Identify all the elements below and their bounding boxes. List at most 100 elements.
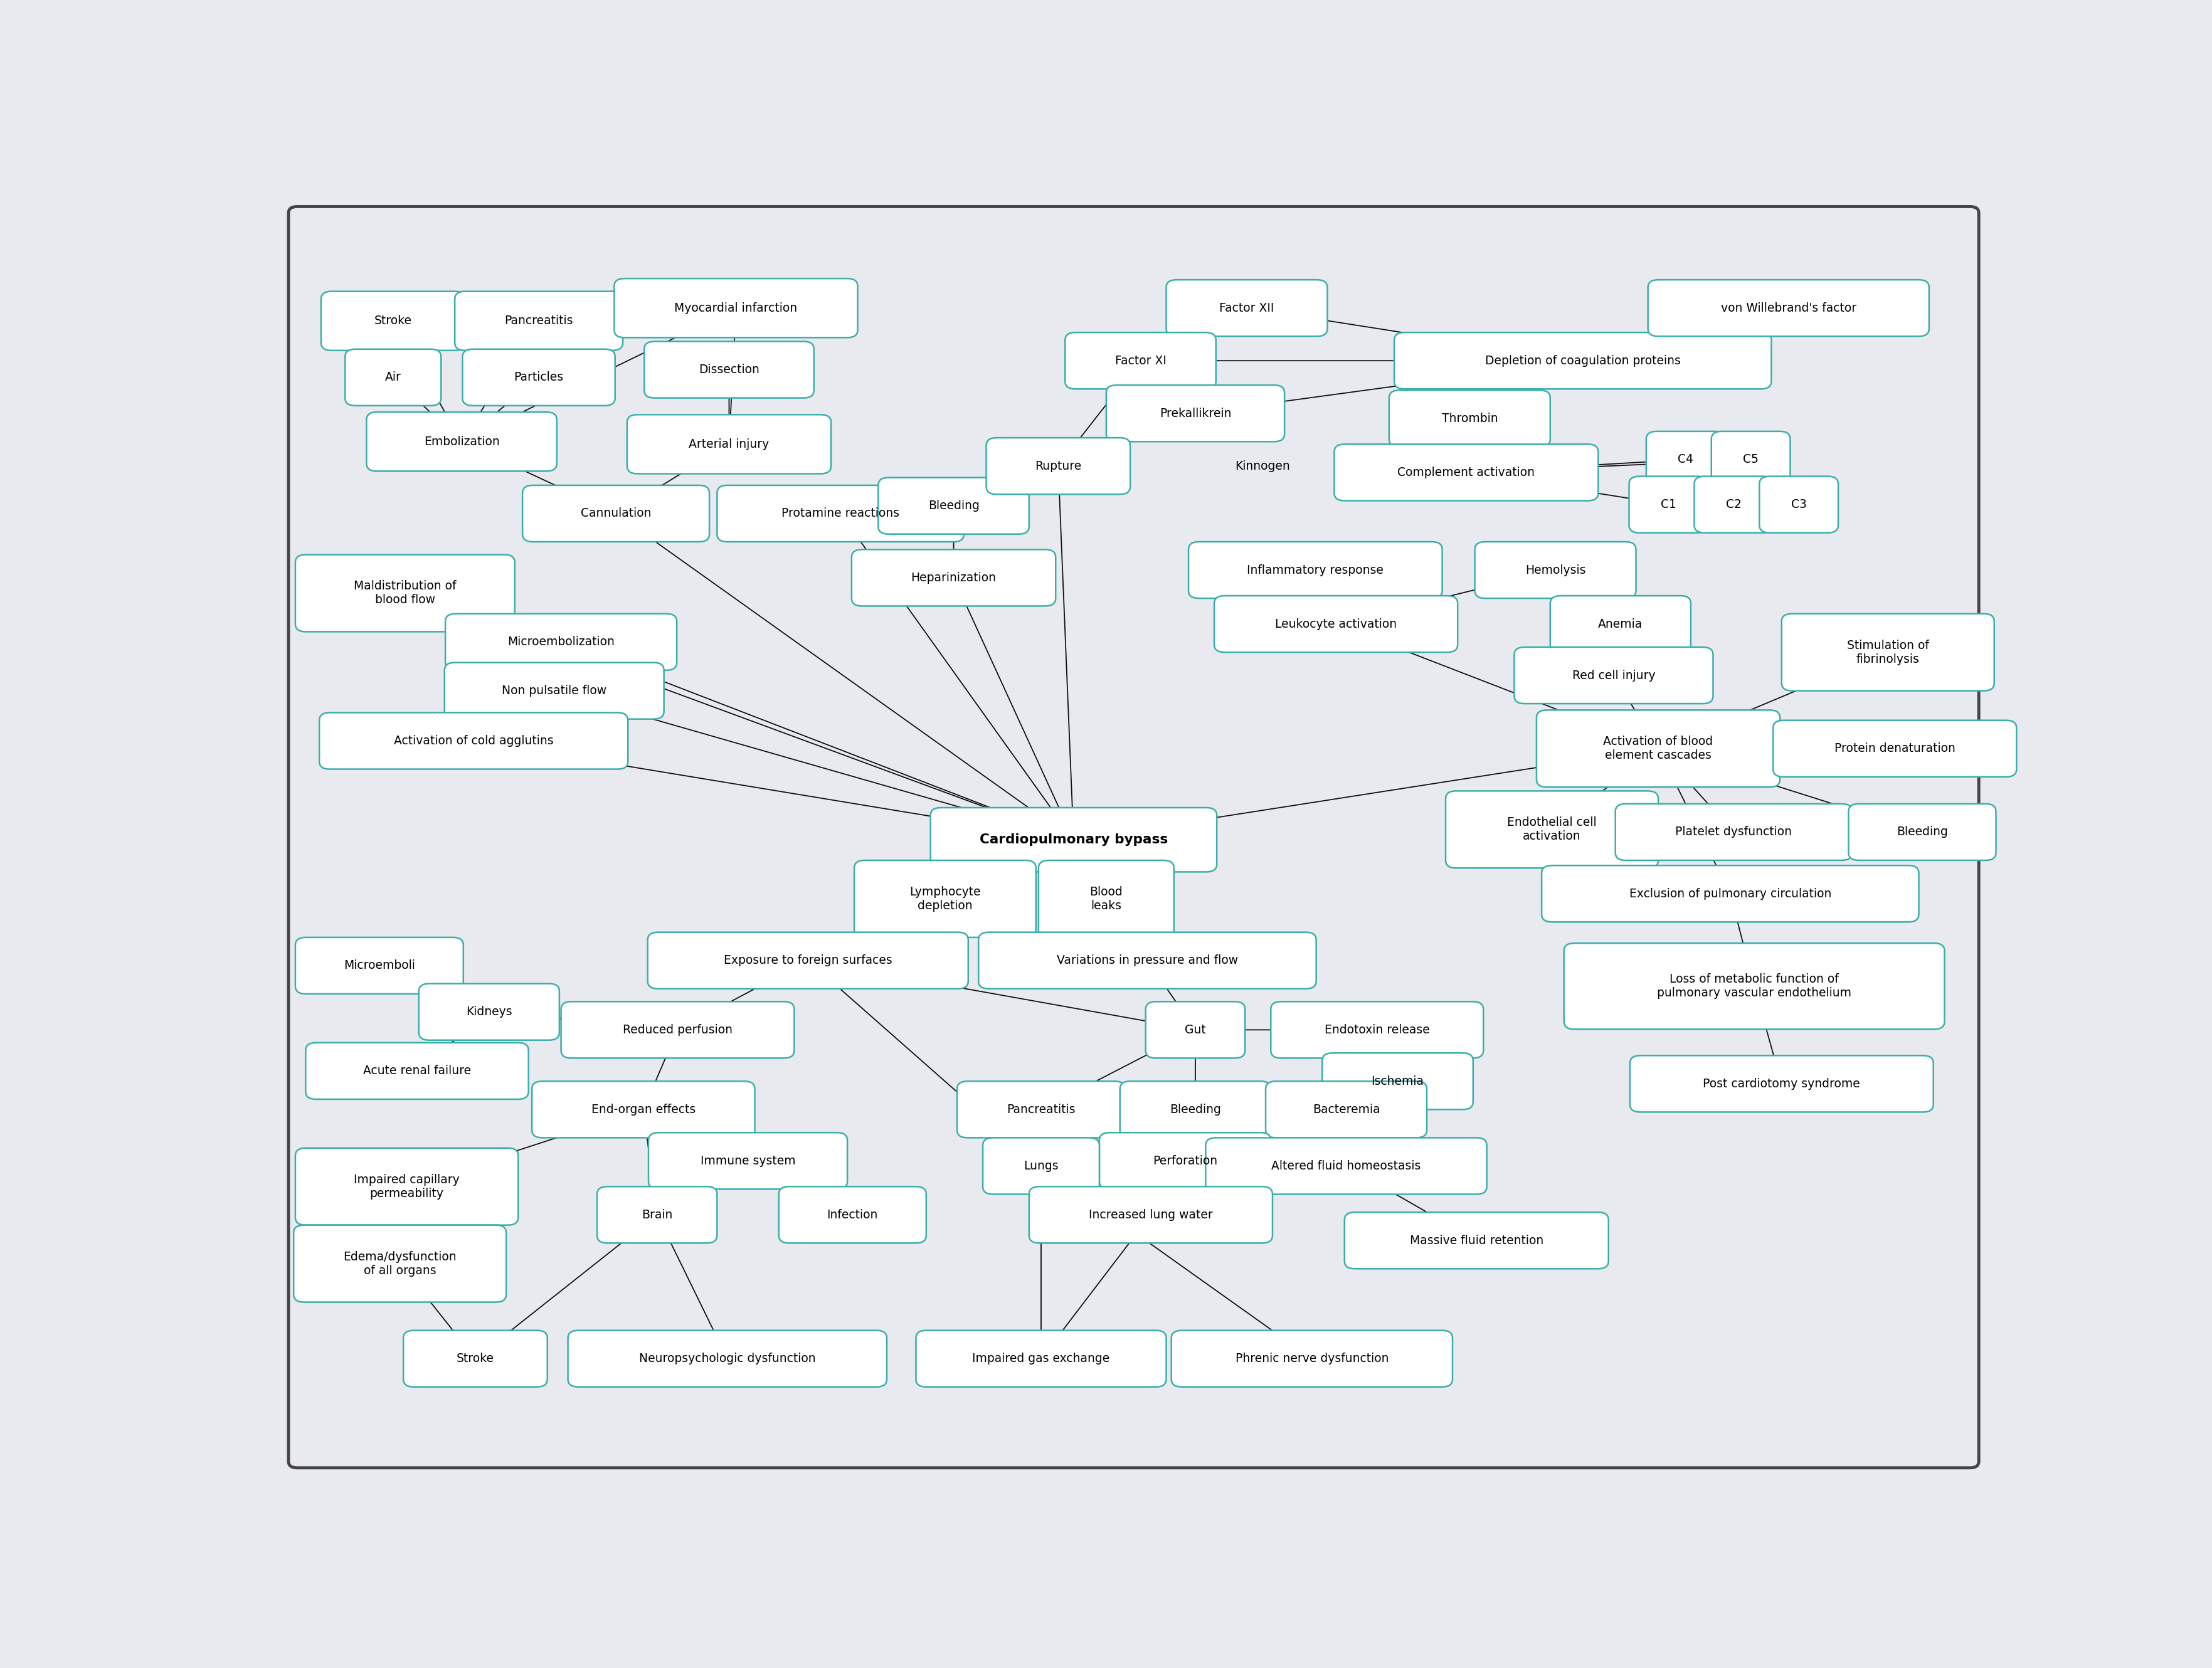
Text: Activation of blood
element cascades: Activation of blood element cascades	[1604, 736, 1712, 761]
Text: Neuropsychologic dysfunction: Neuropsychologic dysfunction	[639, 1353, 816, 1364]
FancyBboxPatch shape	[1781, 614, 1995, 691]
Text: Gut: Gut	[1186, 1024, 1206, 1036]
Text: Anemia: Anemia	[1597, 619, 1644, 631]
Text: Edema/dysfunction
of all organs: Edema/dysfunction of all organs	[343, 1251, 456, 1276]
Text: Reduced perfusion: Reduced perfusion	[624, 1024, 732, 1036]
FancyBboxPatch shape	[1628, 477, 1708, 532]
Text: Hemolysis: Hemolysis	[1524, 564, 1586, 575]
Text: C4: C4	[1679, 454, 1694, 465]
FancyBboxPatch shape	[445, 614, 677, 671]
Text: Heparinization: Heparinization	[911, 572, 995, 584]
FancyBboxPatch shape	[445, 662, 664, 719]
FancyBboxPatch shape	[916, 1331, 1166, 1386]
Text: Ischemia: Ischemia	[1371, 1076, 1425, 1088]
FancyBboxPatch shape	[1172, 1331, 1453, 1386]
FancyBboxPatch shape	[958, 1081, 1126, 1138]
Text: Red cell injury: Red cell injury	[1573, 669, 1655, 681]
Text: Pancreatitis: Pancreatitis	[504, 315, 573, 327]
Text: Kinnogen: Kinnogen	[1234, 460, 1290, 472]
FancyBboxPatch shape	[1551, 595, 1690, 652]
Text: Factor XII: Factor XII	[1219, 302, 1274, 314]
FancyBboxPatch shape	[1630, 1056, 1933, 1113]
FancyBboxPatch shape	[294, 1224, 507, 1303]
FancyBboxPatch shape	[878, 477, 1029, 534]
Text: End-organ effects: End-organ effects	[591, 1104, 695, 1116]
Text: Immune system: Immune system	[701, 1154, 796, 1168]
FancyBboxPatch shape	[1394, 332, 1772, 389]
Text: Prekallikrein: Prekallikrein	[1159, 407, 1232, 419]
FancyBboxPatch shape	[345, 349, 440, 405]
FancyBboxPatch shape	[296, 937, 462, 994]
FancyBboxPatch shape	[1119, 1081, 1270, 1138]
FancyBboxPatch shape	[296, 555, 515, 632]
FancyBboxPatch shape	[1334, 444, 1599, 500]
Text: Kidneys: Kidneys	[467, 1006, 513, 1017]
Text: Increased lung water: Increased lung water	[1088, 1209, 1212, 1221]
Text: Bleeding: Bleeding	[1896, 826, 1949, 837]
FancyBboxPatch shape	[1646, 432, 1725, 487]
FancyBboxPatch shape	[403, 1331, 546, 1386]
FancyBboxPatch shape	[648, 932, 969, 989]
Text: Thrombin: Thrombin	[1442, 412, 1498, 424]
Text: C3: C3	[1792, 499, 1807, 510]
FancyBboxPatch shape	[1515, 647, 1712, 704]
FancyBboxPatch shape	[1188, 542, 1442, 599]
Text: Pancreatitis: Pancreatitis	[1006, 1104, 1075, 1116]
Text: C2: C2	[1725, 499, 1741, 510]
Text: Microemboli: Microemboli	[343, 959, 416, 971]
Text: Lungs: Lungs	[1024, 1159, 1060, 1173]
FancyBboxPatch shape	[987, 437, 1130, 494]
FancyBboxPatch shape	[319, 712, 628, 769]
Text: Massive fluid retention: Massive fluid retention	[1409, 1234, 1544, 1246]
FancyBboxPatch shape	[1759, 477, 1838, 532]
Text: Particles: Particles	[513, 372, 564, 384]
FancyBboxPatch shape	[1564, 942, 1944, 1029]
Text: Exclusion of pulmonary circulation: Exclusion of pulmonary circulation	[1628, 887, 1832, 899]
FancyBboxPatch shape	[1323, 1053, 1473, 1109]
Text: Acute renal failure: Acute renal failure	[363, 1064, 471, 1078]
Text: Loss of metabolic function of
pulmonary vascular endothelium: Loss of metabolic function of pulmonary …	[1657, 974, 1851, 999]
FancyBboxPatch shape	[462, 349, 615, 405]
FancyBboxPatch shape	[522, 485, 710, 542]
Text: Rupture: Rupture	[1035, 460, 1082, 472]
Text: Variations in pressure and flow: Variations in pressure and flow	[1057, 954, 1239, 966]
Text: Impaired gas exchange: Impaired gas exchange	[973, 1353, 1110, 1364]
FancyBboxPatch shape	[568, 1331, 887, 1386]
FancyBboxPatch shape	[1206, 1138, 1486, 1194]
FancyBboxPatch shape	[779, 1186, 927, 1243]
Text: Platelet dysfunction: Platelet dysfunction	[1674, 826, 1792, 837]
Text: Protein denaturation: Protein denaturation	[1834, 742, 1955, 754]
Text: Exposure to foreign surfaces: Exposure to foreign surfaces	[723, 954, 891, 966]
FancyBboxPatch shape	[531, 1081, 754, 1138]
Text: Infection: Infection	[827, 1209, 878, 1221]
Text: Endothelial cell
activation: Endothelial cell activation	[1506, 817, 1597, 842]
FancyBboxPatch shape	[305, 1042, 529, 1099]
Text: C5: C5	[1743, 454, 1759, 465]
Text: Phrenic nerve dysfunction: Phrenic nerve dysfunction	[1234, 1353, 1389, 1364]
FancyBboxPatch shape	[1849, 804, 1995, 861]
FancyBboxPatch shape	[978, 932, 1316, 989]
Text: Brain: Brain	[641, 1209, 672, 1221]
FancyBboxPatch shape	[1029, 1186, 1272, 1243]
Text: Lymphocyte
depletion: Lymphocyte depletion	[909, 886, 980, 912]
Text: Inflammatory response: Inflammatory response	[1248, 564, 1385, 575]
Text: Depletion of coagulation proteins: Depletion of coagulation proteins	[1484, 355, 1681, 367]
FancyBboxPatch shape	[367, 412, 557, 470]
FancyBboxPatch shape	[1774, 721, 2017, 777]
Text: von Willebrand's factor: von Willebrand's factor	[1721, 302, 1856, 314]
Text: Dissection: Dissection	[699, 364, 759, 375]
FancyBboxPatch shape	[296, 1148, 518, 1224]
Text: Embolization: Embolization	[425, 435, 500, 447]
Text: Non pulsatile flow: Non pulsatile flow	[502, 686, 606, 697]
FancyBboxPatch shape	[1447, 791, 1659, 867]
FancyBboxPatch shape	[648, 1133, 847, 1189]
FancyBboxPatch shape	[982, 1138, 1099, 1194]
Text: Protamine reactions: Protamine reactions	[781, 507, 900, 519]
Text: Altered fluid homeostasis: Altered fluid homeostasis	[1272, 1159, 1420, 1173]
FancyBboxPatch shape	[1389, 390, 1551, 447]
FancyBboxPatch shape	[1066, 332, 1217, 389]
Text: Stroke: Stroke	[456, 1353, 493, 1364]
Text: Blood
leaks: Blood leaks	[1091, 886, 1124, 912]
FancyBboxPatch shape	[854, 861, 1035, 937]
Text: Perforation: Perforation	[1152, 1154, 1217, 1168]
